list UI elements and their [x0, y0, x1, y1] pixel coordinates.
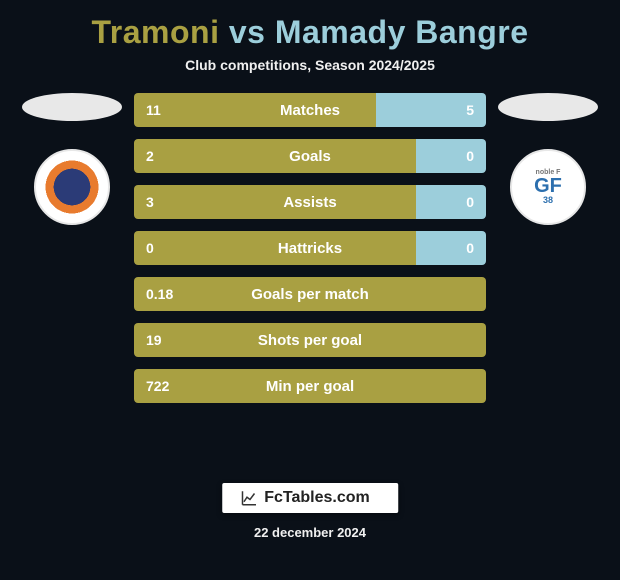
stat-label: Goals [289, 148, 331, 165]
chart-icon [240, 489, 258, 507]
player1-name: Tramoni [91, 14, 219, 50]
stat-row: 0 Hattricks 0 [134, 231, 486, 265]
crest-right-gf: GF [534, 176, 562, 196]
stat-row: 0.18 Goals per match [134, 277, 486, 311]
stat-label: Hattricks [278, 240, 342, 257]
stat-val-right: 0 [466, 194, 474, 210]
brand-text: FcTables.com [264, 489, 370, 507]
stat-bar-left [134, 231, 416, 265]
left-side-col [22, 93, 122, 225]
stat-row: 3 Assists 0 [134, 185, 486, 219]
stat-label: Assists [283, 194, 336, 211]
left-club-crest [34, 149, 110, 225]
stat-val-left: 0.18 [146, 286, 173, 302]
stat-val-left: 11 [146, 102, 161, 118]
brand-badge[interactable]: FcTables.com [222, 483, 398, 513]
stat-val-right: 0 [466, 240, 474, 256]
crest-right-bottom: 38 [543, 196, 553, 205]
stat-row: 2 Goals 0 [134, 139, 486, 173]
stat-bar-right [416, 231, 486, 265]
stat-bar-left [134, 185, 416, 219]
vs-text: vs [229, 14, 266, 50]
date-text: 22 december 2024 [222, 525, 398, 540]
page-title: Tramoni vs Mamady Bangre [0, 0, 620, 57]
stat-val-left: 19 [146, 332, 162, 348]
stat-val-left: 3 [146, 194, 154, 210]
stat-label: Matches [280, 102, 340, 119]
stat-label: Shots per goal [258, 332, 362, 349]
player2-name: Mamady Bangre [275, 14, 529, 50]
stat-row: 19 Shots per goal [134, 323, 486, 357]
stat-val-right: 0 [466, 148, 474, 164]
footer: FcTables.com 22 december 2024 [222, 483, 398, 540]
stat-row: 722 Min per goal [134, 369, 486, 403]
stat-bar-right [416, 185, 486, 219]
stat-label: Min per goal [266, 378, 354, 395]
stat-val-left: 0 [146, 240, 154, 256]
stat-row: 11 Matches 5 [134, 93, 486, 127]
subtitle: Club competitions, Season 2024/2025 [0, 57, 620, 73]
stat-label: Goals per match [251, 286, 369, 303]
left-ellipse [22, 93, 122, 121]
stat-val-left: 722 [146, 378, 169, 394]
right-club-crest: noble F GF 38 [510, 149, 586, 225]
stat-val-right: 5 [466, 102, 474, 118]
right-ellipse [498, 93, 598, 121]
stats-column: 11 Matches 5 2 Goals 0 3 Assists 0 0 Hattricks 0 0.1… [134, 93, 486, 403]
stat-bar-right [416, 139, 486, 173]
stat-val-left: 2 [146, 148, 154, 164]
stat-bar-left [134, 139, 416, 173]
right-side-col: noble F GF 38 [498, 93, 598, 225]
comparison-panel: 11 Matches 5 2 Goals 0 3 Assists 0 0 Hattricks 0 0.1… [0, 93, 620, 403]
